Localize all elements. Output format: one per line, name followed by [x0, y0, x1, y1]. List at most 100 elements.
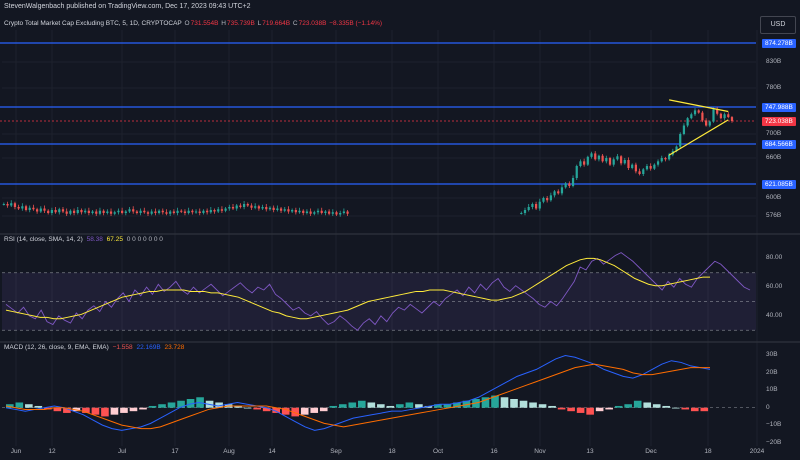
candle-body — [612, 159, 615, 165]
candle-body — [583, 161, 586, 165]
x-axis-tick-label: Dec — [645, 448, 657, 455]
rsi-ma-value: 67.25 — [106, 236, 123, 243]
macd-histogram-bar — [519, 400, 528, 408]
macd-histogram-bar — [82, 407, 90, 413]
candle-body — [291, 210, 294, 212]
x-axis-tick-label: Nov — [534, 448, 546, 455]
level-price-tag: 621.085B — [762, 179, 796, 189]
candle-body — [242, 204, 246, 207]
candle-body — [39, 208, 42, 212]
candle-body — [250, 205, 253, 208]
macd-histogram-bar — [310, 407, 319, 413]
macd-histogram-bar — [358, 400, 366, 408]
low-value: 719.664B — [262, 20, 291, 27]
candle-body — [95, 211, 98, 214]
macd-histogram-bar — [424, 405, 433, 408]
candle-body — [324, 211, 327, 213]
rsi-band-fill — [2, 272, 756, 331]
x-axis-tick-label: 13 — [586, 448, 594, 455]
macd-histogram-bar — [605, 407, 613, 410]
candle-body — [98, 210, 102, 214]
candle-body — [265, 207, 268, 210]
candle-body — [283, 209, 286, 211]
candle-body — [124, 211, 127, 213]
candle-body — [642, 169, 645, 174]
candle-body — [557, 191, 560, 194]
rsi-legend-name: RSI (14, close, SMA, 14, 2) — [4, 236, 83, 243]
candle-body — [69, 210, 72, 214]
candle-body — [538, 201, 541, 209]
candle-body — [17, 207, 20, 209]
candle-body — [656, 161, 660, 165]
candle-body — [169, 211, 172, 214]
macd-histogram-bar — [443, 404, 452, 408]
x-axis-tick-label: Sep — [330, 448, 342, 455]
macd-histogram-bar — [510, 399, 518, 408]
rsi-axis-tick-label: 60.00 — [766, 283, 783, 291]
candle-body — [254, 206, 257, 208]
candle-body — [575, 166, 578, 178]
rsi-value: 58.38 — [86, 236, 103, 243]
candle-body — [198, 211, 201, 213]
x-axis-tick-label: 2024 — [749, 448, 765, 455]
candle-body — [679, 134, 682, 147]
candle-body — [246, 204, 249, 206]
candle-body — [649, 166, 652, 169]
candle-body — [601, 155, 604, 162]
macd-histogram-bar — [500, 397, 509, 408]
candle-body — [84, 210, 87, 213]
macd-axis-tick-label: 10B — [766, 386, 778, 394]
candle-body — [634, 164, 637, 172]
macd-axis-tick-label: 0 — [766, 403, 770, 411]
current-price-tag: 723.038B — [762, 116, 796, 126]
macd-axis-tick-label: 30B — [766, 351, 778, 359]
macd-histogram-bar — [158, 404, 166, 408]
macd-histogram-bar — [139, 407, 147, 410]
candle-body — [309, 211, 312, 214]
candle-body — [272, 207, 275, 210]
candle-body — [564, 183, 567, 188]
candle-body — [54, 210, 57, 213]
currency-selector[interactable]: USD — [760, 16, 796, 34]
macd-histogram-bar — [595, 407, 604, 412]
candle-body — [638, 171, 641, 174]
macd-legend: MACD (12, 26, close, 9, EMA, EMA) −1.558… — [4, 344, 184, 351]
pane-separators — [0, 233, 800, 343]
macd-histogram-bar — [377, 404, 385, 408]
macd-histogram-bar — [633, 400, 642, 408]
price-axis-tick-label: 660B — [766, 154, 782, 161]
macd-histogram-bar — [681, 407, 690, 410]
candle-body — [36, 209, 39, 212]
candle-body — [43, 208, 46, 211]
candle-body — [165, 212, 168, 214]
candle-body — [268, 207, 272, 210]
macd-histogram-bar — [386, 405, 395, 408]
macd-axis-tick-label: −10B — [766, 421, 782, 429]
macd-axis-tick-label: 20B — [766, 368, 778, 376]
macd-histogram-bar — [662, 405, 671, 408]
candle-body — [631, 164, 634, 168]
x-axis-tick-label: 14 — [268, 448, 276, 455]
candle-body — [217, 209, 220, 212]
candle-body — [546, 198, 549, 201]
candlestick-series — [2, 107, 734, 217]
macd-histogram-bar — [700, 407, 709, 412]
macd-histogram-bar — [91, 407, 100, 415]
x-axis-tick-label: Jul — [117, 448, 127, 455]
macd-histogram-bar — [548, 405, 556, 408]
macd-histogram-bar — [491, 395, 499, 408]
candle-body — [727, 114, 730, 118]
candle-body — [579, 161, 582, 166]
candle-body — [106, 211, 109, 213]
macd-signal-line — [5, 363, 710, 430]
macd-histogram-bar — [329, 405, 338, 408]
candle-body — [668, 154, 671, 160]
triangle-lower-trendline — [668, 119, 729, 156]
macd-histogram-bar — [177, 400, 185, 408]
candle-body — [664, 158, 667, 160]
candle-body — [568, 183, 571, 186]
candle-body — [627, 160, 630, 168]
macd-histogram-bar — [453, 402, 461, 408]
macd-histogram-bar — [63, 407, 71, 413]
